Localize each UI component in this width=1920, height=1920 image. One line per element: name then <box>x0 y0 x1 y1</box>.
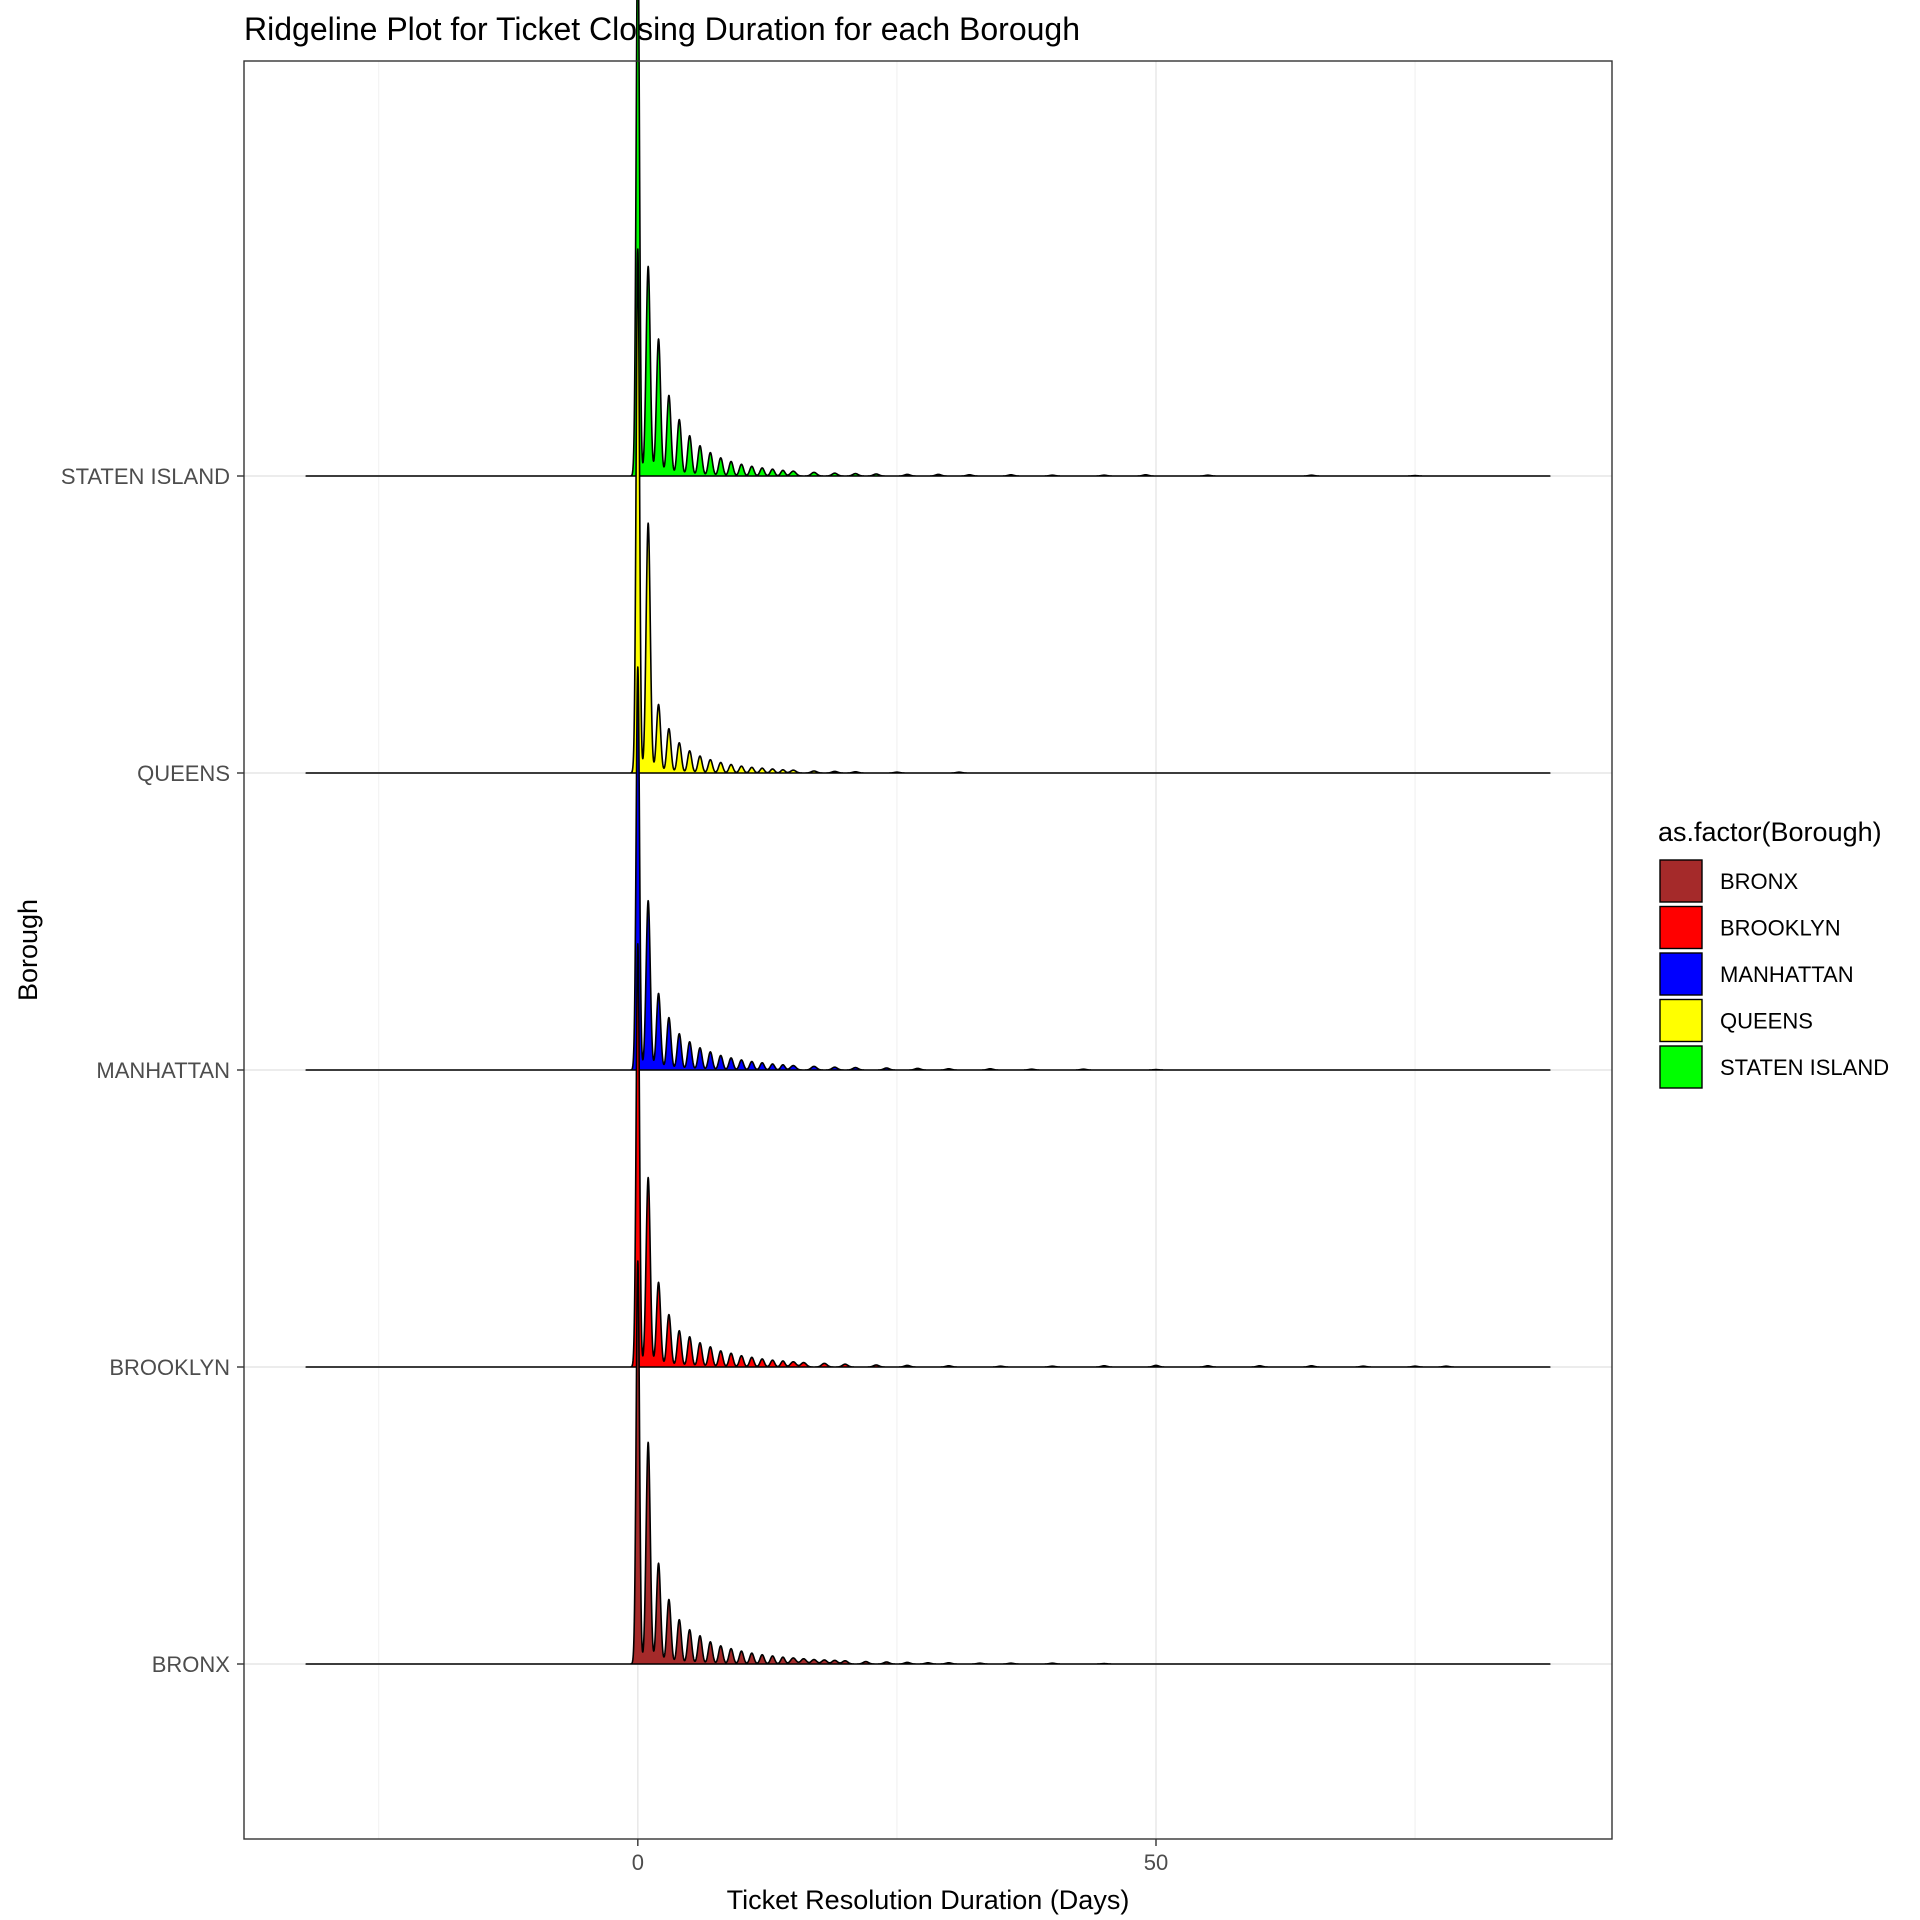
legend-swatch-manhattan <box>1659 952 1703 996</box>
y-tick-label: BROOKLYN <box>109 1355 230 1380</box>
legend-title: as.factor(Borough) <box>1658 817 1882 847</box>
legend-label-bronx: BRONX <box>1720 869 1799 894</box>
x-axis-title: Ticket Resolution Duration (Days) <box>727 1885 1130 1915</box>
y-axis-title: Borough <box>13 899 43 1001</box>
y-tick-label: MANHATTAN <box>96 1058 230 1083</box>
legend-swatch-staten-island <box>1659 1045 1703 1089</box>
y-axis: BRONX BROOKLYN MANHATTAN QUEENS STATEN ISLAN… <box>61 464 244 1677</box>
ridge-staten-island <box>305 0 1551 477</box>
chart-title: Ridgeline Plot for Ticket Closing Durati… <box>244 11 1080 47</box>
legend-swatch-queens <box>1659 998 1703 1043</box>
panel-border <box>243 60 1613 1840</box>
y-tick-label: STATEN ISLAND <box>61 464 230 489</box>
legend-label-queens: QUEENS <box>1720 1009 1813 1034</box>
x-axis: 0 50 <box>632 1839 1168 1875</box>
ridge-bronx <box>305 1260 1551 1665</box>
y-tick-label: QUEENS <box>137 761 230 786</box>
y-tick-label: BRONX <box>152 1652 231 1677</box>
x-tick-label: 0 <box>632 1850 644 1875</box>
legend-swatch-brooklyn <box>1659 905 1703 950</box>
legend-label-brooklyn: BROOKLYN <box>1720 916 1841 941</box>
ridge-queens <box>305 248 1551 774</box>
ridges <box>305 0 1551 1665</box>
x-tick-label: 50 <box>1144 1850 1168 1875</box>
legend-label-manhattan: MANHATTAN <box>1720 962 1854 987</box>
legend-swatch-bronx <box>1659 859 1703 903</box>
legend: as.factor(Borough) BRONX BROOKLYN MANHATTA… <box>1658 817 1889 1089</box>
legend-label-staten-island: STATEN ISLAND <box>1720 1055 1889 1080</box>
ridge-manhattan <box>305 666 1551 1071</box>
ridge-brooklyn <box>305 943 1551 1368</box>
